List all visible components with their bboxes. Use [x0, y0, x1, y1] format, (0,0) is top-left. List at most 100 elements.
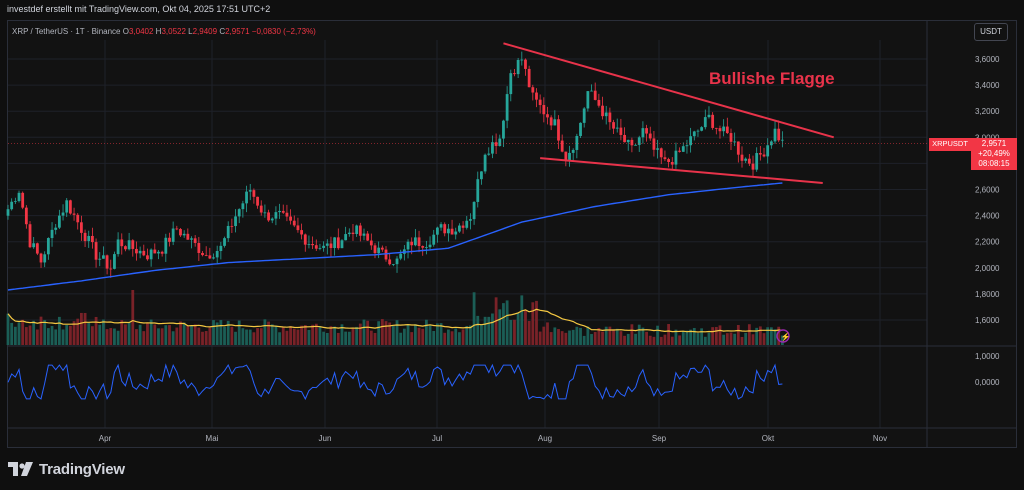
price-tick-label: 1,6000	[975, 316, 1000, 325]
volume-bar	[769, 327, 773, 345]
candle-body	[270, 218, 274, 221]
candle-body	[226, 225, 230, 239]
candle-body	[751, 163, 755, 170]
volume-bar	[300, 325, 303, 345]
candle-body	[230, 225, 234, 227]
candle-body	[535, 92, 538, 100]
candle-body	[590, 90, 593, 92]
volume-bar	[762, 333, 766, 345]
volume-bar	[94, 316, 98, 345]
candle-body	[358, 225, 362, 236]
candle-body	[50, 229, 54, 239]
volume-bar	[289, 326, 292, 345]
trendline-upper	[503, 42, 835, 139]
candle-body	[417, 237, 421, 247]
candle-body	[744, 158, 748, 161]
candle-body	[656, 148, 659, 150]
candle-body	[421, 246, 425, 248]
candle-body	[777, 128, 781, 141]
volume-bar	[76, 318, 80, 345]
candle-body	[215, 251, 219, 258]
time-tick-label: Sep	[652, 434, 667, 443]
volume-bar	[564, 332, 568, 345]
volume-bar	[773, 329, 777, 345]
candle-body	[6, 209, 10, 216]
volume-bar	[113, 328, 116, 345]
candle-body	[461, 225, 465, 228]
volume-bar	[619, 331, 623, 345]
volume-ma	[7, 308, 783, 333]
volume-bar	[116, 330, 120, 345]
candle-body	[472, 201, 476, 220]
candle-body	[454, 231, 458, 235]
volume-bar	[351, 328, 355, 345]
legend-symbol: XRP / TetherUS · 1T · Binance	[12, 27, 121, 36]
volume-bar	[80, 312, 83, 345]
candle-body	[83, 232, 87, 242]
oscillator-line	[7, 363, 783, 401]
volume-bar	[480, 324, 483, 345]
candle-body	[531, 87, 535, 93]
candle-body	[164, 237, 168, 254]
candle-body	[57, 215, 61, 228]
price-tick-label: 3,2000	[975, 107, 1000, 116]
candle-body	[549, 117, 553, 126]
candle-body	[289, 216, 292, 221]
candle-body	[72, 213, 76, 215]
volume-bar	[318, 326, 322, 345]
volume-bar	[384, 321, 388, 345]
volume-bar	[520, 295, 524, 345]
candle-body	[443, 224, 447, 234]
volume-bar	[39, 316, 43, 345]
trendlines	[503, 42, 835, 184]
candle-body	[483, 154, 487, 172]
candle-body	[223, 238, 226, 246]
candle-body	[278, 210, 281, 213]
candle-body	[582, 108, 586, 123]
volume-bar	[777, 326, 781, 345]
candle-body	[391, 264, 395, 265]
volume-bar	[124, 324, 127, 345]
candle-body	[450, 228, 454, 235]
candle-body	[663, 157, 667, 160]
volume-bar	[303, 325, 307, 345]
candle-body	[685, 145, 689, 147]
chart-legend: XRP / TetherUS · 1T · Binance O3,0402 H3…	[12, 27, 316, 36]
candle-body	[201, 252, 204, 256]
candle-body	[160, 251, 164, 254]
volume-bar	[579, 327, 582, 345]
price-tick-label: 2,0000	[975, 264, 1000, 273]
volume-bar	[256, 328, 259, 345]
candle-body	[267, 212, 270, 221]
volume-bar	[516, 312, 520, 345]
volume-bar	[329, 326, 333, 345]
volume-bar	[406, 324, 410, 345]
price-chart[interactable]: 3,60003,40003,20003,00002,80002,60002,40…	[0, 0, 1024, 450]
volume-bar	[670, 336, 674, 345]
currency-button[interactable]: USDT	[974, 23, 1008, 41]
volume-bar	[568, 330, 571, 345]
candle-body	[659, 148, 663, 158]
volume-bar	[597, 328, 601, 345]
volume-bar	[428, 324, 432, 345]
alert-icon[interactable]	[776, 329, 790, 343]
volume-bar	[626, 333, 630, 345]
osc-tick-label: 0,0000	[975, 378, 1000, 387]
candle-body	[168, 237, 171, 242]
volume-bar	[120, 320, 124, 345]
volume-bar	[215, 322, 219, 345]
candle-body	[406, 241, 410, 250]
candle-body	[725, 126, 729, 134]
candle-body	[204, 255, 208, 256]
volume-bar	[692, 327, 696, 345]
candle-body	[678, 150, 682, 152]
price-tick-label: 3,4000	[975, 81, 1000, 90]
candle-body	[696, 130, 700, 132]
candle-body	[197, 242, 201, 253]
candle-body	[758, 153, 762, 155]
price-tag: XRPUSDT	[929, 138, 971, 151]
candle-body	[766, 145, 770, 157]
volume-bar	[432, 330, 436, 345]
candle-body	[340, 240, 344, 249]
candle-body	[755, 153, 759, 170]
